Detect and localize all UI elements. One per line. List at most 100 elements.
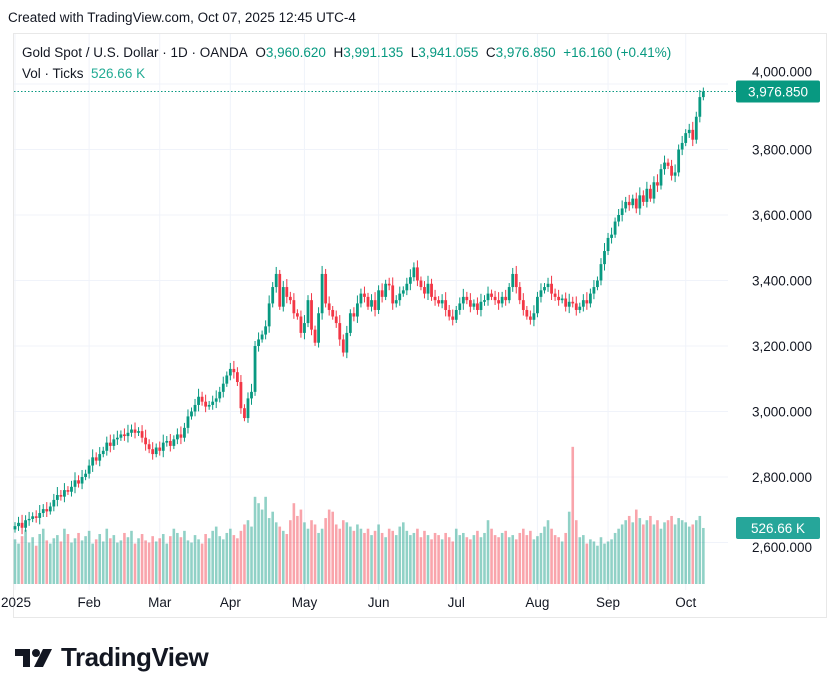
candle-body bbox=[356, 303, 359, 317]
volume-bar bbox=[98, 534, 102, 584]
volume-bar bbox=[264, 496, 267, 584]
volume-bar bbox=[585, 543, 589, 584]
candle-body bbox=[235, 372, 239, 383]
volume-bar bbox=[373, 530, 377, 584]
volume-bar bbox=[320, 528, 324, 584]
candle-body bbox=[391, 285, 395, 304]
last-volume-badge bbox=[736, 516, 820, 539]
volume-bar bbox=[225, 532, 229, 584]
volume-bar bbox=[356, 524, 359, 584]
candle-body bbox=[370, 300, 373, 307]
volume-bar bbox=[571, 446, 575, 584]
volume-bar bbox=[31, 537, 34, 584]
volume-bar bbox=[377, 524, 380, 584]
volume-bar bbox=[246, 520, 250, 584]
volume-label[interactable]: Vol · Ticks bbox=[22, 66, 84, 81]
candle-body bbox=[363, 293, 366, 297]
candle-body bbox=[147, 444, 151, 450]
candle-body bbox=[317, 313, 320, 343]
volume-bar bbox=[476, 530, 479, 584]
candle-body bbox=[34, 516, 38, 518]
volume-bar bbox=[289, 520, 292, 584]
volume-bar bbox=[292, 503, 296, 584]
candle-body bbox=[221, 383, 225, 392]
volume-bar bbox=[620, 524, 624, 584]
volume-bar bbox=[490, 528, 493, 584]
candle-body bbox=[613, 221, 617, 235]
volume-bar bbox=[416, 528, 419, 584]
candle-body bbox=[274, 273, 278, 288]
volume-bar bbox=[663, 522, 666, 584]
candle-body bbox=[652, 182, 656, 199]
volume-bar bbox=[557, 537, 560, 584]
candle-body bbox=[698, 97, 702, 117]
volume-bar bbox=[536, 536, 539, 584]
price-tick-label: 3,600.000 bbox=[752, 208, 812, 223]
candle-body bbox=[606, 237, 610, 252]
volume-bar bbox=[140, 534, 144, 584]
candle-body bbox=[94, 457, 98, 461]
candle-body bbox=[571, 301, 575, 304]
candle-body bbox=[281, 287, 285, 307]
candle-body bbox=[458, 303, 462, 310]
volume-bar bbox=[243, 524, 246, 584]
candle-body bbox=[313, 329, 317, 343]
candle-body bbox=[567, 301, 571, 307]
volume-bar bbox=[80, 540, 84, 584]
candle-body bbox=[588, 293, 592, 304]
candle-body bbox=[334, 316, 338, 324]
volume-bar bbox=[327, 509, 331, 584]
candle-body bbox=[684, 133, 688, 143]
candle-body bbox=[38, 513, 42, 518]
volume-bar bbox=[483, 532, 486, 584]
volume-bar bbox=[645, 520, 649, 584]
volume-bar bbox=[193, 535, 197, 584]
candle-body bbox=[232, 368, 236, 373]
volume-bar bbox=[101, 541, 105, 584]
candle-body bbox=[486, 293, 490, 301]
volume-bar bbox=[239, 530, 243, 584]
volume-bar bbox=[200, 543, 204, 584]
volume-bar bbox=[398, 526, 402, 584]
symbol-title[interactable]: Gold Spot / U.S. Dollar · 1D · OANDA bbox=[22, 45, 248, 60]
volume-bar bbox=[267, 518, 271, 584]
volume-bar bbox=[306, 528, 310, 584]
candle-body bbox=[144, 437, 148, 445]
volume-bar bbox=[694, 520, 698, 584]
created-with-caption: Created with TradingView.com, Oct 07, 20… bbox=[8, 10, 356, 25]
candle-body bbox=[656, 182, 659, 186]
volume-bar bbox=[197, 539, 200, 584]
last-price-label: 3,976.850 bbox=[748, 85, 808, 100]
volume-bar bbox=[451, 541, 455, 584]
volume-bar bbox=[574, 520, 578, 584]
candle-body bbox=[585, 300, 589, 304]
candle-body bbox=[490, 293, 493, 297]
volume-bar bbox=[610, 539, 613, 584]
candle-body bbox=[447, 309, 451, 317]
candle-body bbox=[151, 449, 155, 455]
candle-body bbox=[348, 313, 352, 333]
volume-bar bbox=[578, 537, 582, 584]
candle-body bbox=[126, 432, 130, 437]
chart-frame[interactable] bbox=[13, 33, 827, 618]
volume-bar bbox=[236, 538, 239, 584]
tradingview-logo[interactable]: TradingView bbox=[15, 642, 209, 673]
candle-body bbox=[617, 215, 621, 222]
volume-bar bbox=[345, 522, 349, 584]
volume-bar bbox=[458, 535, 462, 584]
candle-body bbox=[123, 434, 126, 437]
last-price-badge bbox=[736, 80, 820, 103]
volume-bar bbox=[73, 538, 77, 584]
candle-body bbox=[497, 300, 501, 304]
volume-bar bbox=[299, 509, 303, 584]
candle-body bbox=[55, 495, 59, 500]
volume-bar bbox=[387, 528, 391, 584]
candle-body bbox=[225, 375, 229, 384]
grid bbox=[14, 34, 728, 590]
volume-bar bbox=[603, 543, 606, 584]
price-chart[interactable]: 4,000.000 3,800.000 3,600.000 3,400.000 3,20… bbox=[0, 0, 837, 640]
change-value: +16.160 (+0.41%) bbox=[563, 45, 672, 60]
volume-bar bbox=[454, 528, 458, 584]
volume-bar bbox=[123, 532, 126, 584]
volume-bar bbox=[507, 537, 511, 584]
